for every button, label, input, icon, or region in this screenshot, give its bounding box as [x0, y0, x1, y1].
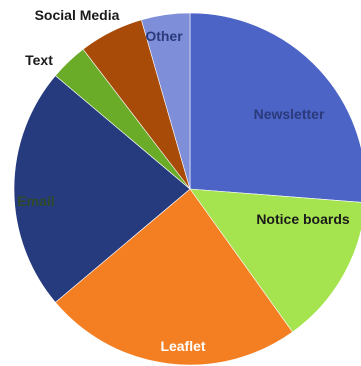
slice-label-social-media: Social Media	[35, 7, 120, 23]
slice-label-other: Other	[145, 28, 183, 44]
pie-slices	[13, 12, 361, 366]
slice-label-notice-boards: Notice boards	[256, 211, 350, 227]
slice-label-leaflet: Leaflet	[160, 338, 205, 354]
slice-label-email: Email	[17, 193, 54, 209]
pie-labels: Newsletter Notice boards Leaflet Email T…	[17, 7, 350, 354]
pie-slice-other	[140, 12, 191, 190]
pie-slice-notice-boards	[189, 188, 361, 333]
pie-slice-leaflet	[54, 188, 293, 366]
pie-slice-email	[13, 75, 191, 303]
slice-label-newsletter: Newsletter	[254, 106, 325, 122]
slice-label-text: Text	[25, 52, 53, 68]
pie-slice-newsletter	[189, 12, 361, 203]
